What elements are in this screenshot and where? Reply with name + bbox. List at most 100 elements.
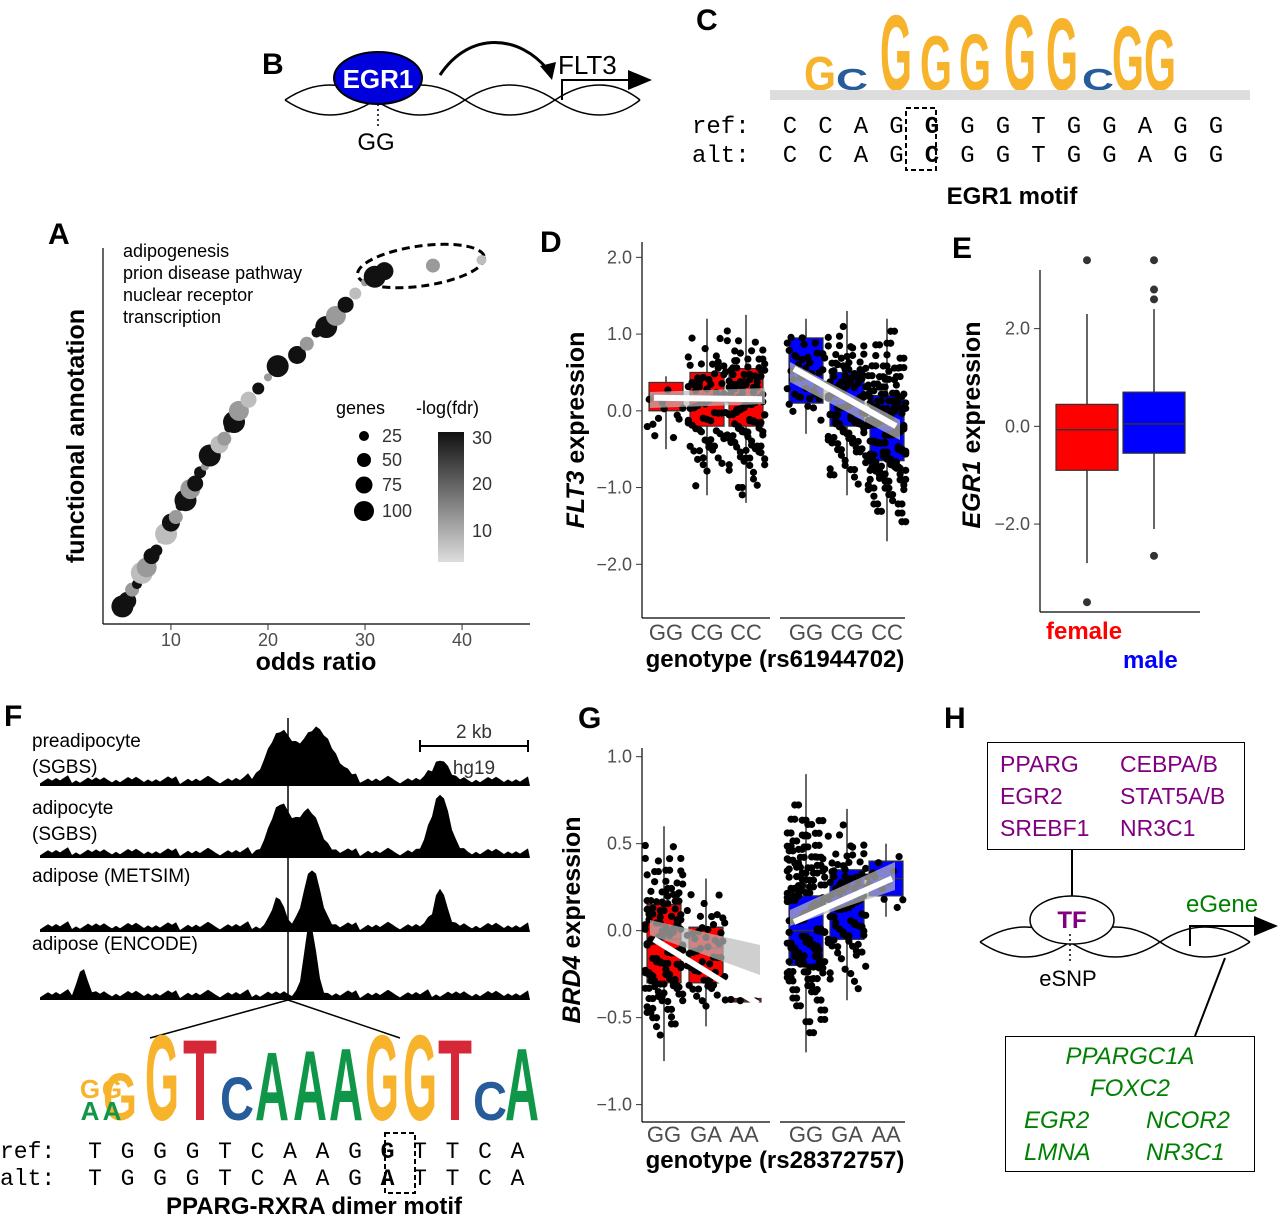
jitter-point bbox=[658, 898, 666, 906]
jitter-point bbox=[835, 380, 844, 388]
jitter-point bbox=[656, 1031, 664, 1039]
legend-fdr-30: 30 bbox=[472, 428, 492, 448]
jitter-point bbox=[698, 924, 706, 932]
jitter-point bbox=[749, 475, 758, 483]
ylabel-a: functional annotation bbox=[62, 309, 90, 563]
jitter-point bbox=[683, 906, 691, 915]
jitter-point bbox=[821, 881, 829, 889]
jitter-point bbox=[679, 990, 687, 998]
ref-label-f: ref: bbox=[0, 1139, 55, 1165]
jitter-point bbox=[709, 921, 718, 929]
logo-letter: A bbox=[329, 1027, 363, 1142]
panel-label-h: H bbox=[944, 702, 966, 735]
alt-base: G bbox=[186, 1166, 200, 1192]
jitter-point bbox=[821, 354, 829, 362]
jitter-point bbox=[890, 327, 899, 335]
y-tick-label: 2.0 bbox=[1005, 319, 1030, 339]
jitter-point bbox=[694, 455, 702, 463]
jitter-point bbox=[714, 409, 722, 417]
jitter-point bbox=[684, 416, 692, 424]
track-label-1b: (SGBS) bbox=[32, 757, 97, 778]
jitter-point bbox=[847, 378, 855, 387]
jitter-point bbox=[824, 832, 832, 840]
build-label: hg19 bbox=[453, 758, 495, 779]
jitter-point bbox=[734, 380, 743, 389]
jitter-point bbox=[723, 337, 731, 345]
annotation-4: transcription bbox=[123, 307, 221, 327]
jitter-point bbox=[740, 457, 748, 465]
jitter-point bbox=[806, 1018, 814, 1026]
jitter-point bbox=[704, 925, 712, 934]
ref-base: G bbox=[996, 114, 1010, 141]
jitter-point bbox=[813, 869, 821, 877]
allele-gg: GG bbox=[357, 129, 394, 156]
jitter-point bbox=[826, 975, 834, 983]
jitter-point bbox=[874, 859, 883, 867]
category-label: CC bbox=[871, 620, 903, 645]
alt-label-c: alt: bbox=[692, 143, 750, 170]
jitter-point bbox=[685, 950, 693, 958]
logo-baseline bbox=[770, 90, 1250, 100]
y-tick-label: 0.0 bbox=[607, 401, 632, 421]
jitter-point bbox=[821, 1015, 829, 1024]
data-point bbox=[266, 355, 289, 378]
jitter-point bbox=[841, 865, 849, 874]
jitter-point bbox=[796, 393, 804, 401]
jitter-point bbox=[749, 417, 758, 425]
jitter-point bbox=[736, 997, 744, 1005]
jitter-point bbox=[789, 407, 797, 415]
jitter-point bbox=[817, 861, 825, 869]
annotation-list: adipogenesis prion disease pathway nucle… bbox=[123, 241, 302, 327]
jitter-point bbox=[761, 461, 769, 469]
jitter-point bbox=[652, 1014, 661, 1022]
ref-base: G bbox=[889, 114, 903, 141]
jitter-point bbox=[819, 964, 827, 972]
jitter-point bbox=[850, 919, 859, 927]
jitter-point bbox=[883, 404, 891, 413]
jitter-point bbox=[783, 897, 791, 906]
jitter-point bbox=[725, 383, 733, 391]
jitter-point bbox=[826, 878, 834, 886]
alt-base: G bbox=[121, 1166, 135, 1192]
y-tick-label: −2.0 bbox=[596, 554, 632, 574]
gene-connector bbox=[1194, 957, 1226, 1037]
jitter-point bbox=[742, 446, 750, 454]
jitter-point bbox=[892, 389, 900, 397]
jitter-point bbox=[652, 954, 661, 963]
legend-genes-75: 75 bbox=[382, 475, 402, 495]
data-point bbox=[252, 382, 265, 395]
jitter-point bbox=[894, 403, 902, 411]
gene-lmna: LMNA bbox=[1024, 1139, 1091, 1166]
jitter-point bbox=[643, 941, 651, 949]
jitter-point bbox=[716, 334, 724, 343]
alt-base: G bbox=[1102, 143, 1116, 170]
jitter-point bbox=[826, 410, 834, 418]
jitter-point bbox=[701, 345, 709, 353]
jitter-point bbox=[806, 394, 814, 403]
jitter-point bbox=[894, 364, 902, 372]
jitter-point bbox=[798, 845, 806, 853]
trend-line bbox=[792, 365, 898, 429]
jitter-point bbox=[721, 973, 729, 981]
jitter-point bbox=[826, 969, 834, 977]
jitter-point bbox=[804, 968, 812, 976]
alt-base: C bbox=[818, 143, 832, 170]
jitter-point bbox=[856, 858, 864, 866]
jitter-point bbox=[796, 863, 804, 871]
jitter-point bbox=[802, 831, 810, 839]
egr1-motif-caption: EGR1 motif bbox=[947, 183, 1079, 210]
jitter-point bbox=[824, 342, 832, 350]
alt-base: T bbox=[413, 1166, 427, 1192]
jitter-point bbox=[787, 939, 795, 947]
jitter-point bbox=[649, 994, 657, 1003]
jitter-point bbox=[688, 378, 696, 387]
data-point bbox=[299, 336, 314, 351]
jitter-point bbox=[694, 985, 703, 993]
legend-genes-50: 50 bbox=[382, 450, 402, 470]
jitter-point bbox=[864, 381, 872, 389]
jitter-point bbox=[850, 473, 859, 481]
logo-letter: G bbox=[365, 1010, 399, 1146]
jitter-point bbox=[744, 355, 752, 363]
jitter-point bbox=[862, 364, 870, 372]
jitter-point bbox=[673, 982, 681, 990]
